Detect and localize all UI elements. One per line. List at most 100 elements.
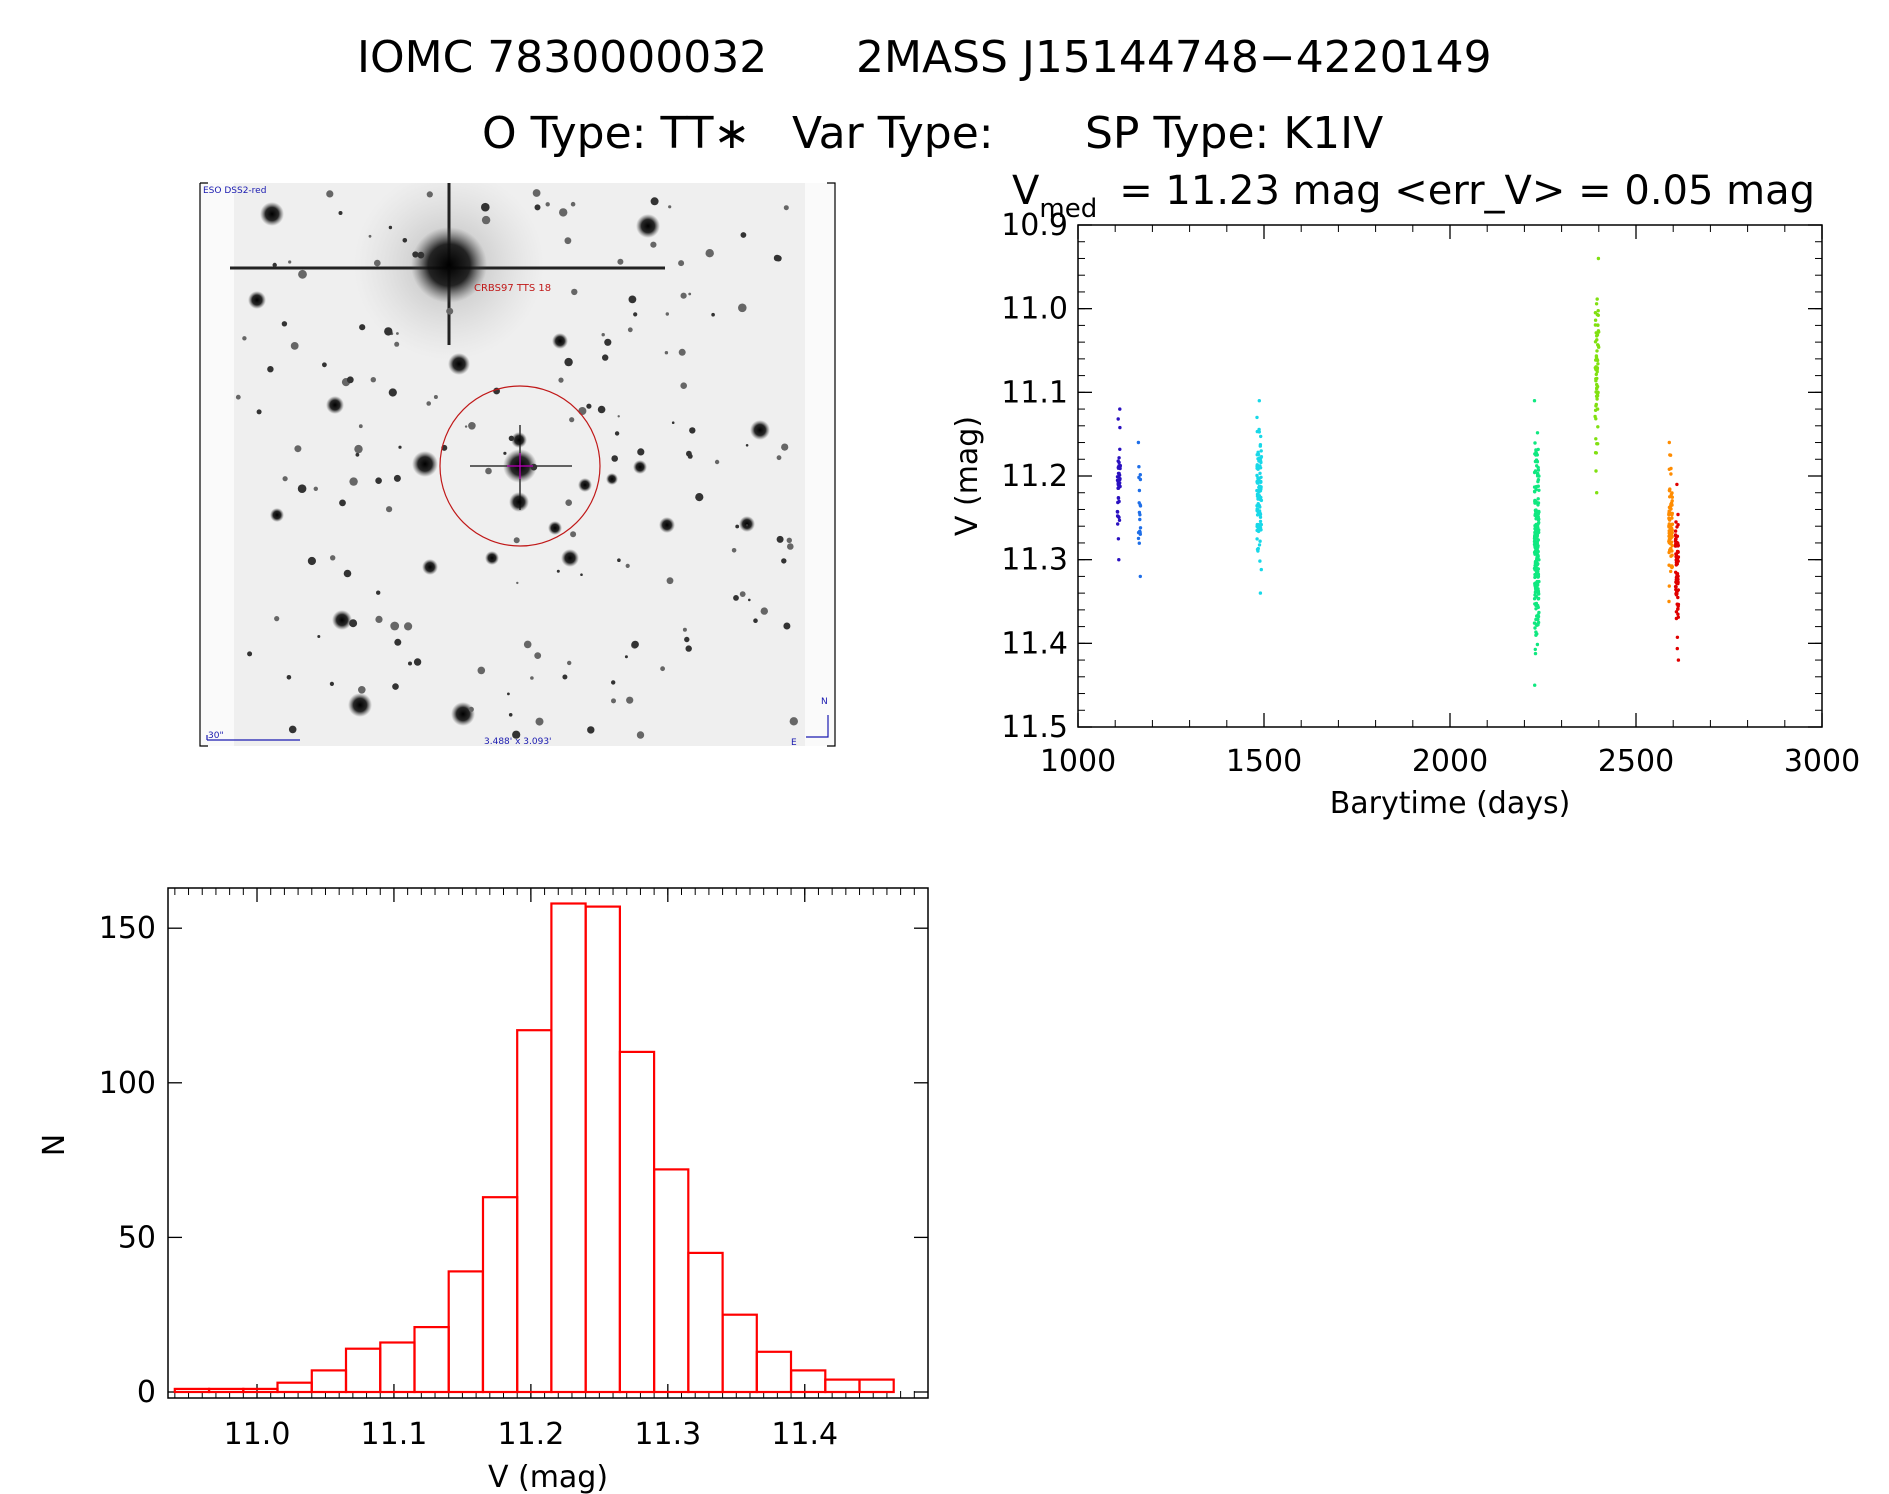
lc-data-point (1594, 469, 1598, 473)
histogram-bar (789, 1369, 827, 1394)
faint-star (666, 577, 674, 585)
lc-ytick-label: 11.2 (1001, 459, 1068, 494)
faint-star (627, 327, 633, 333)
faint-star (682, 627, 687, 632)
faint-star (398, 445, 402, 449)
lc-data-point (1116, 522, 1120, 526)
faint-star (631, 640, 639, 649)
lc-data-point (1595, 334, 1599, 338)
faint-star (375, 615, 383, 624)
lc-data-point (1595, 297, 1599, 301)
lc-data-point (1137, 465, 1141, 469)
histogram-ylabel: N (37, 1134, 72, 1156)
bright-star (659, 517, 675, 533)
lc-data-point (1533, 683, 1537, 687)
scale-label: 30" (208, 731, 224, 741)
faint-star (281, 321, 288, 327)
faint-star (282, 476, 288, 482)
lc-data-point (1667, 539, 1672, 543)
histogram-bar (652, 1168, 690, 1394)
hist-xtick-label: 11.4 (771, 1417, 838, 1452)
lc-data-point (1259, 434, 1263, 439)
bright-star (511, 432, 527, 448)
faint-star (346, 376, 354, 384)
faint-star (688, 292, 692, 296)
faint-star (611, 680, 616, 685)
faint-star (617, 415, 620, 418)
faint-star (386, 506, 393, 513)
faint-star (564, 237, 572, 245)
faint-star (530, 463, 538, 471)
lc-data-point (1676, 607, 1680, 611)
lc-data-point (1533, 545, 1537, 549)
compass-north: N (821, 697, 828, 707)
lc-data-point (1536, 555, 1540, 560)
bright-star (633, 460, 647, 474)
lc-data-point (1534, 594, 1538, 598)
faint-star (355, 452, 360, 457)
2mass-id-title: 2MASS J15144748−4220149 (856, 32, 1492, 83)
faint-star (317, 635, 321, 638)
lc-data-point (1669, 502, 1673, 506)
faint-star (256, 409, 262, 415)
lc-data-point (1674, 577, 1679, 582)
lc-data-point (1594, 372, 1599, 377)
faint-star (745, 444, 749, 447)
lc-data-point (1256, 502, 1260, 506)
faint-star (776, 455, 782, 461)
lc-data-point (1137, 541, 1142, 545)
lc-data-point (1258, 539, 1262, 543)
lc-data-point (1138, 526, 1143, 530)
lc-data-point (1137, 488, 1142, 493)
faint-star (513, 537, 520, 544)
faint-star (503, 451, 507, 455)
lc-data-point (1669, 466, 1673, 471)
histogram-frame (167, 887, 929, 1399)
lc-data-point (1667, 512, 1672, 517)
faint-star (294, 445, 302, 453)
lc-data-point (1535, 642, 1540, 647)
lc-data-point (1536, 587, 1540, 591)
faint-star (390, 621, 400, 631)
lc-data-point (1594, 417, 1598, 421)
lc-ytick-label: 11.1 (1001, 375, 1068, 410)
lc-data-point (1116, 496, 1121, 500)
faint-star (739, 591, 746, 597)
faint-star (247, 651, 253, 657)
faint-star (665, 312, 669, 316)
lc-data-point (1537, 610, 1541, 615)
lc-data-point (1535, 614, 1539, 618)
light-curve-points (1115, 256, 1681, 687)
faint-star (660, 666, 665, 672)
lc-data-point (1669, 492, 1674, 497)
faint-star (786, 537, 792, 543)
lc-data-point (1675, 646, 1680, 651)
lc-data-point (1257, 543, 1262, 547)
faint-star (530, 676, 534, 680)
faint-star (274, 616, 280, 622)
histogram-bar (379, 1341, 416, 1394)
faint-star (636, 731, 645, 739)
lc-data-point (1674, 558, 1678, 562)
lc-data-point (1596, 425, 1600, 429)
faint-star (678, 348, 686, 356)
lc-data-point (1669, 472, 1673, 476)
lc-data-point (1536, 497, 1540, 501)
histogram-chart: 11.0 11.1 11.2 11.3 11.4 0 50 100 150 V (mag) N (37, 887, 929, 1494)
lc-data-point (1535, 453, 1540, 457)
faint-star (760, 607, 768, 615)
lc-data-point (1676, 550, 1680, 554)
faint-star (417, 251, 425, 259)
lc-data-point (1117, 499, 1121, 504)
lc-data-point (1533, 651, 1538, 656)
lc-data-point (1594, 365, 1598, 369)
lc-data-point (1667, 525, 1671, 529)
lc-data-point (1533, 537, 1537, 541)
histogram-bar (447, 1270, 485, 1394)
bright-star (448, 353, 470, 375)
bright-star (412, 451, 438, 477)
faint-star (569, 417, 575, 423)
faint-star (343, 569, 352, 578)
lc-data-point (1117, 558, 1121, 562)
